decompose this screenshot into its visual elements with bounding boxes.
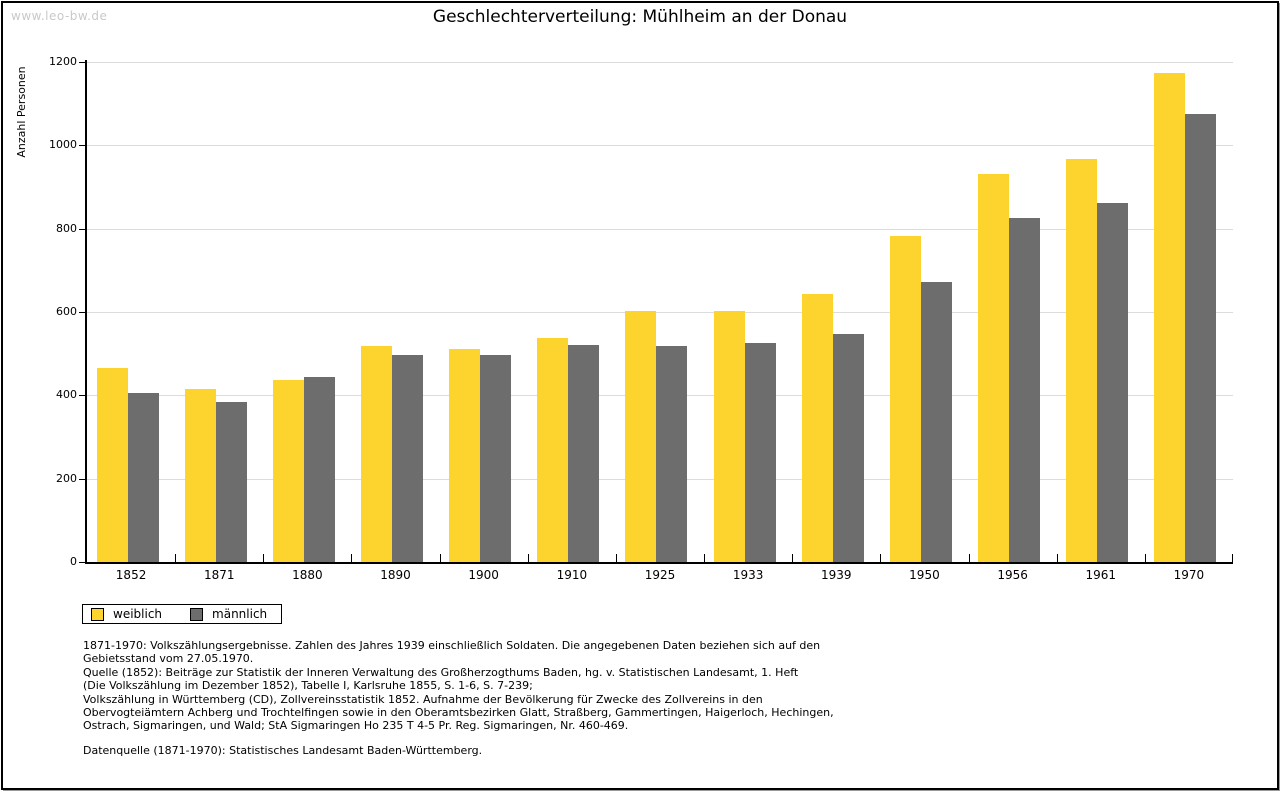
bar-männlich-1890: [391, 354, 423, 562]
x-axis-tick: [615, 554, 617, 562]
bar-weiblich-1950: [889, 235, 921, 562]
bar-weiblich-1852: [96, 367, 128, 562]
legend-label: weiblich: [113, 607, 163, 621]
x-axis-tick: [263, 554, 265, 562]
x-axis-category-label: 1939: [821, 568, 852, 582]
bar-weiblich-1925: [625, 311, 657, 562]
y-axis-tick-label: 0: [70, 555, 77, 568]
footnote-line: (Die Volkszählung im Dezember 1852), Tab…: [83, 679, 533, 693]
footnote-line: 1871-1970: Volkszählungsergebnisse. Zahl…: [83, 639, 821, 652]
y-axis-tick: [79, 145, 85, 147]
footnote-line: Gebietsstand vom 27.05.1970.: [83, 652, 254, 666]
y-axis-tick-label: 1000: [49, 138, 77, 152]
y-axis-tick-label: 400: [56, 388, 77, 402]
bar-männlich-1961: [1097, 203, 1129, 562]
bar-weiblich-1880: [272, 380, 304, 562]
y-axis-tick-label: 1200: [49, 55, 77, 68]
bar-männlich-1925: [656, 346, 688, 562]
bar-männlich-1970: [1185, 114, 1217, 562]
chart-legend: weiblich männlich: [82, 604, 283, 624]
bar-weiblich-1910: [537, 338, 569, 562]
legend-item-maennlich: männlich: [190, 607, 267, 621]
bar-männlich-1956: [1009, 217, 1041, 562]
source-footnotes: 1871-1970: Volkszählungsergebnisse. Zahl…: [83, 639, 943, 757]
gridline: [87, 228, 1233, 230]
x-axis-category-label: 1890: [380, 568, 411, 582]
bar-weiblich-1939: [801, 294, 833, 562]
x-axis-category-label: 1956: [997, 568, 1028, 582]
x-axis-tick: [880, 554, 882, 562]
bar-männlich-1933: [744, 342, 776, 562]
footnote-line: Volkszählung in Württemberg (CD), Zollve…: [83, 692, 763, 706]
maennlich-color-swatch: [190, 607, 204, 621]
y-axis-tick-label: 600: [56, 305, 77, 318]
bar-weiblich-1933: [713, 311, 745, 562]
bar-weiblich-1970: [1154, 72, 1186, 562]
y-axis-label: Anzahl Personen: [15, 66, 28, 158]
legend-label: männlich: [212, 607, 268, 621]
x-axis-category-label: 1910: [556, 568, 588, 582]
x-axis-tick: [704, 554, 706, 562]
bar-männlich-1900: [480, 355, 512, 562]
legend-item-weiblich: weiblich: [91, 607, 162, 621]
y-axis-tick-label: 800: [56, 221, 77, 235]
y-axis-tick: [79, 562, 85, 563]
x-axis-category-label: 1900: [468, 568, 499, 582]
y-axis-tick: [79, 478, 85, 480]
bar-weiblich-1900: [449, 349, 481, 562]
x-axis-category-label: 1852: [115, 568, 147, 582]
x-axis-tick: [1232, 554, 1233, 562]
footnote-line: Obervogteiämtern Achberg und Trochtelfin…: [83, 706, 834, 720]
footnote-line: Quelle (1852): Beiträge zur Statistik de…: [83, 665, 799, 679]
x-axis-tick: [175, 554, 177, 562]
x-axis-tick: [1144, 554, 1146, 562]
datasource-line: Datenquelle (1871-1970): Statistisches L…: [83, 743, 483, 757]
bar-männlich-1950: [920, 282, 952, 562]
bar-weiblich-1956: [978, 173, 1010, 562]
x-axis-category-label: 1961: [1085, 568, 1117, 582]
x-axis-category-label: 1925: [644, 568, 676, 582]
page-title: Geschlechterverteilung: Mühlheim an der …: [432, 7, 848, 27]
bar-chart-plot-area: 0 200 400 600 800 1000 1200 1852 1871 1880 1890 190…: [49, 55, 1233, 582]
watermark: www.leo-bw.de: [11, 9, 108, 23]
gridline: [87, 312, 1233, 313]
bar-männlich-1852: [127, 393, 159, 562]
bar-weiblich-1871: [184, 388, 216, 562]
x-axis-category-label: 1970: [1173, 568, 1205, 582]
y-axis-tick: [79, 62, 85, 63]
x-axis-line: [85, 562, 1233, 564]
bar-männlich-1871: [215, 402, 247, 562]
y-axis-tick: [79, 395, 85, 397]
x-axis-tick: [1056, 554, 1058, 562]
x-axis-category-label: 1933: [732, 568, 764, 582]
bar-weiblich-1961: [1066, 158, 1098, 562]
x-axis-category-label: 1950: [909, 568, 940, 582]
x-axis-tick: [792, 554, 794, 562]
bar-männlich-1939: [832, 334, 864, 562]
gridline: [87, 62, 1233, 63]
y-axis-line: [85, 60, 87, 562]
bar-weiblich-1890: [360, 346, 392, 562]
x-axis-category-label: 1871: [203, 568, 235, 582]
x-axis-tick: [439, 554, 441, 562]
y-axis-tick-label: 200: [56, 471, 77, 485]
weiblich-color-swatch: [91, 607, 104, 621]
x-axis-tick: [351, 554, 353, 562]
x-axis-tick: [968, 554, 970, 562]
bar-männlich-1880: [303, 377, 335, 562]
x-axis-tick: [527, 554, 529, 562]
footnote-line: Ostrach, Sigmaringen, und Wald; StA Sigm…: [83, 719, 629, 733]
y-axis-tick: [79, 228, 85, 230]
x-axis-category-label: 1880: [292, 568, 323, 582]
gridline: [87, 145, 1233, 147]
y-axis-tick: [79, 312, 85, 313]
bar-männlich-1910: [568, 344, 600, 562]
